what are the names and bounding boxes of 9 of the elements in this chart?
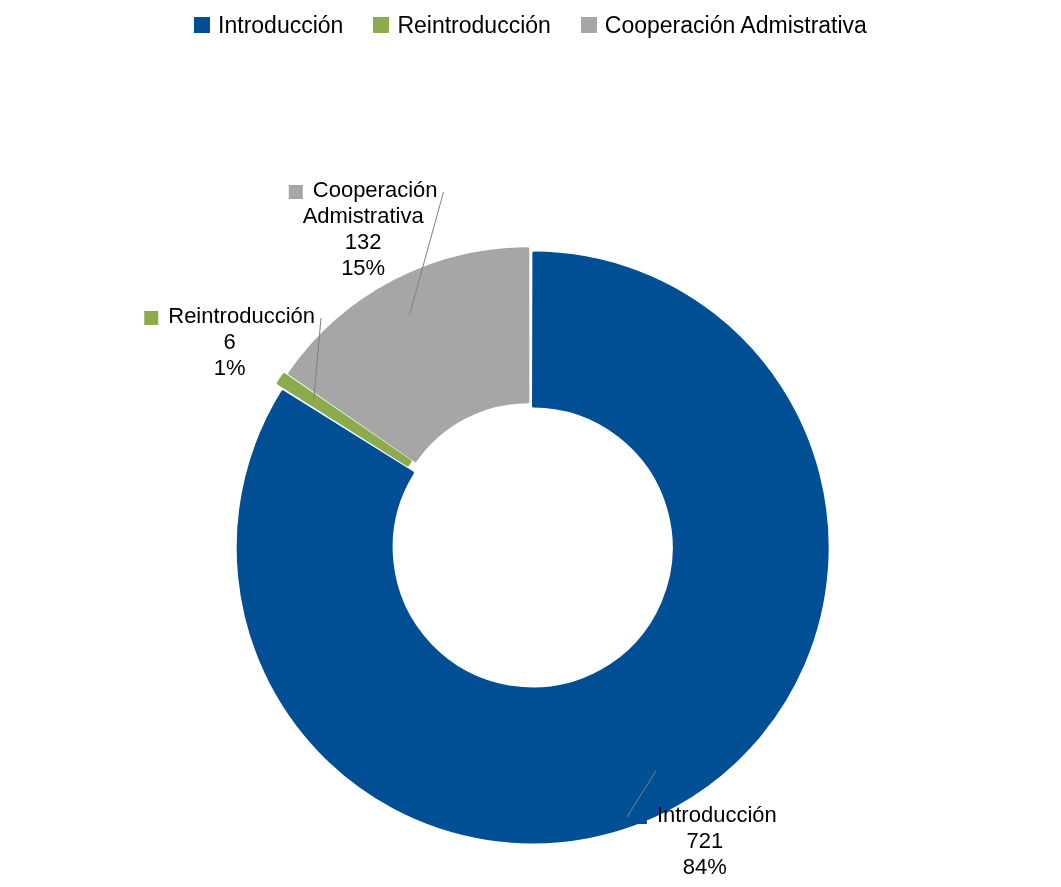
data-label: 721 84% <box>682 828 727 880</box>
data-label: 132 15% <box>341 229 386 281</box>
category-label: Introducción <box>218 11 344 38</box>
legend-label: Introducción <box>656 802 777 828</box>
data-label: 6 1% <box>213 329 246 380</box>
legend-label: Reintroducción <box>168 303 315 328</box>
category-label: Cooperación Admistrativa <box>604 11 867 38</box>
legend-label: Cooperación Admistrativa <box>302 177 438 229</box>
category-label: Reintroducción <box>397 11 551 38</box>
